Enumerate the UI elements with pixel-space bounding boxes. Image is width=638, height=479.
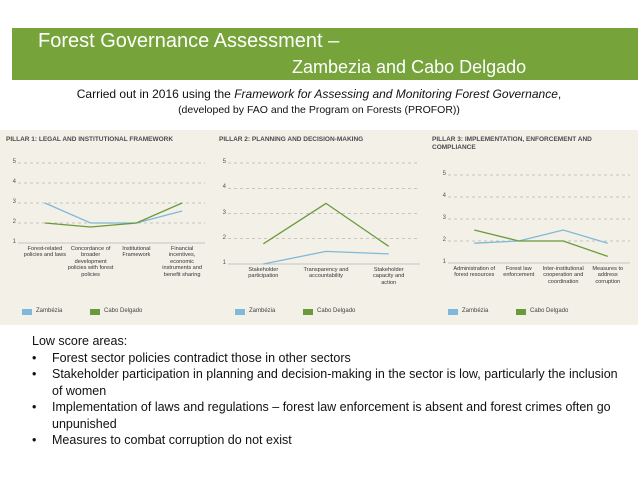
series-line: [262, 202, 390, 247]
x-tick-label: Forest law enforcement: [503, 266, 535, 279]
x-tick-label: Inter-institutional cooperation and coor…: [542, 266, 584, 285]
y-tick-label: 2: [222, 234, 226, 241]
chart-title: PILLAR 3: IMPLEMENTATION, ENFORCEMENT AN…: [432, 136, 592, 151]
bullet: Stakeholder participation in planning an…: [32, 366, 622, 399]
x-tick-label: Financial incentives, economic instrumen…: [162, 246, 203, 278]
chart-title: PILLAR 2: PLANNING AND DECISION-MAKING: [219, 136, 364, 143]
title: Zambezia and Cabo Delgado: [292, 57, 527, 77]
bullet: Measures to combat corruption do not exi…: [32, 432, 622, 449]
legend-label: Cabo Delgado: [317, 308, 356, 314]
y-tick-label: 2: [12, 219, 16, 225]
x-tick-label: Concordance of broader development polic…: [67, 246, 114, 278]
y-tick-label: 3: [222, 209, 226, 216]
x-tick-label: Administration of forest resources: [453, 266, 496, 279]
legend-swatch: [90, 309, 100, 315]
intro: Carried out in 2016 using the Framework …: [0, 87, 638, 101]
x-tick-label: Stakeholder participation: [248, 267, 279, 280]
legend-swatch: [235, 309, 245, 315]
y-tick-label: 4: [12, 179, 16, 185]
legend-label: Cabo Delgado: [530, 308, 569, 314]
y-tick-label: 2: [442, 237, 446, 243]
chart-title: PILLAR 1: LEGAL AND INSTITUTIONAL FRAMEW…: [6, 136, 174, 143]
y-tick-label: 5: [12, 159, 16, 165]
y-tick-label: 3: [442, 215, 446, 221]
series-line: [474, 229, 608, 244]
bullet: Forest sector policies contradict those …: [32, 350, 622, 367]
notes-heading: Low score areas:: [32, 334, 128, 348]
intro-text: ,: [557, 87, 562, 101]
x-tick-label: Measures to address corruption: [592, 266, 624, 285]
intro-line: (developed by FAO and the Program on For…: [178, 104, 460, 116]
notes: Low score areas: Forest sector policies …: [32, 333, 622, 449]
legend-label: Cabo Delgado: [104, 308, 143, 314]
y-tick-label: 1: [442, 259, 446, 265]
legend-swatch: [22, 309, 32, 315]
x-tick-label: Forest-related policies and laws: [23, 246, 67, 259]
series-line: [474, 229, 608, 258]
series-line: [44, 202, 183, 228]
series-line: [263, 250, 389, 265]
y-tick-label: 5: [222, 159, 226, 165]
y-tick-label: 3: [12, 199, 16, 205]
y-tick-label: 1: [12, 239, 16, 245]
charts: [18, 162, 630, 315]
y-tick-label: 1: [222, 260, 226, 266]
y-tick-label: 4: [442, 193, 446, 199]
legend-label: Zambézia: [36, 308, 63, 314]
x-tick-label: Transparency and accountability: [303, 267, 349, 280]
x-tick-label: Stakeholder capacity and action: [372, 267, 405, 286]
intro-italic: Framework for Assessing and Monitoring F…: [234, 87, 558, 101]
x-tick-label: Institutional Framework: [122, 246, 151, 259]
legend-label: Zambézia: [249, 308, 276, 314]
legend-swatch: [303, 309, 313, 315]
header-bar: [12, 28, 638, 80]
y-tick-label: 4: [222, 184, 226, 191]
legend-label: Zambézia: [462, 308, 489, 314]
intro-text: Carried out in 2016 using the: [76, 87, 235, 101]
series-line: [44, 202, 183, 224]
title: Forest Governance Assessment –: [38, 30, 340, 52]
bullet: Implementation of laws and regulations –…: [32, 399, 622, 432]
y-tick-label: 5: [442, 171, 446, 177]
legend-swatch: [448, 309, 458, 315]
charts-panel: PILLAR 1: LEGAL AND INSTITUTIONAL FRAMEW…: [0, 130, 638, 325]
bullet-list: Forest sector policies contradict those …: [32, 350, 622, 449]
legend-swatch: [516, 309, 526, 315]
